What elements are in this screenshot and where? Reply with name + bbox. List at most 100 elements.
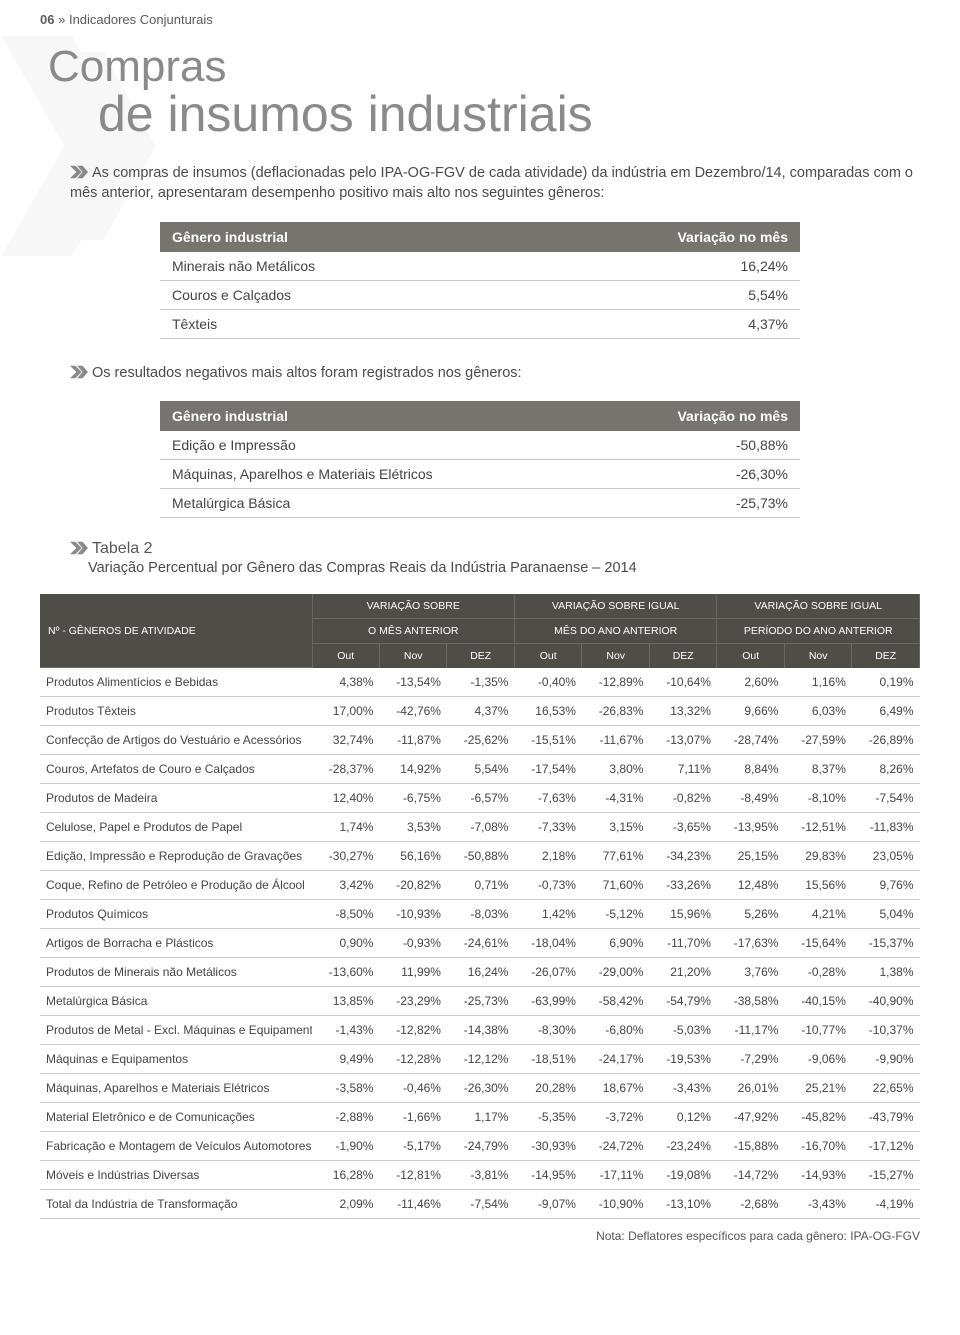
cell-value: -0,40% [514,668,581,697]
table-row: Metalúrgica Básica13,85%-23,29%-25,73%-6… [40,987,920,1016]
cell-value: -4,19% [852,1190,920,1219]
cell-value: -12,28% [379,1045,446,1074]
chevron-icon [70,365,88,379]
cell-value: -3,43% [649,1074,716,1103]
table-row: Máquinas, Aparelhos e Materiais Elétrico… [40,1074,920,1103]
cell-value: -13,95% [717,813,784,842]
cell-value: -8,30% [514,1016,581,1045]
cell-value: -13,10% [649,1190,716,1219]
cell-value: -40,15% [784,987,851,1016]
cell-value: 16,24% [447,958,515,987]
cell-value: 56,16% [379,842,446,871]
cell-value: 32,74% [312,726,379,755]
cell-value: 3,80% [582,755,649,784]
activity-name: Produtos de Metal - Excl. Máquinas e Equ… [40,1016,312,1045]
cell-value: -23,24% [649,1132,716,1161]
cell-value: -17,63% [717,929,784,958]
table-row: Edição e Impressão-50,88% [160,431,800,460]
cell-value: -18,51% [514,1045,581,1074]
cell-value: -25,62% [447,726,515,755]
cell-value: -28,37% [312,755,379,784]
cell-value: -12,89% [582,668,649,697]
cell-value: 18,67% [582,1074,649,1103]
cell-value: 7,11% [649,755,716,784]
cell-value: 12,48% [717,871,784,900]
cell-value: -1,66% [379,1103,446,1132]
cell-value: -40,90% [852,987,920,1016]
title-block: Compras de insumos industriais [40,35,920,157]
cell-value: -12,12% [447,1045,515,1074]
cell-value: -47,92% [717,1103,784,1132]
big-g2-l1: VARIAÇÃO SOBRE IGUAL [514,594,716,619]
activity-name: Edição, Impressão e Reprodução de Gravaç… [40,842,312,871]
cell-value: 13,85% [312,987,379,1016]
cell-value: -50,88% [447,842,515,871]
genre-value: -25,73% [595,488,800,517]
cell-value: -11,87% [379,726,446,755]
cell-value: -24,17% [582,1045,649,1074]
cell-value: 4,37% [447,697,515,726]
m-dez: DEZ [447,643,515,668]
activity-name: Metalúrgica Básica [40,987,312,1016]
cell-value: 20,28% [514,1074,581,1103]
table-row: Máquinas, Aparelhos e Materiais Elétrico… [160,459,800,488]
cell-value: -9,07% [514,1190,581,1219]
cell-value: -12,82% [379,1016,446,1045]
activity-name: Produtos Têxteis [40,697,312,726]
cell-value: 1,17% [447,1103,515,1132]
cell-value: -45,82% [784,1103,851,1132]
mini1-h2: Variação no mês [515,222,800,252]
cell-value: 14,92% [379,755,446,784]
cell-value: 0,71% [447,871,515,900]
cell-value: -8,49% [717,784,784,813]
genre-name: Metalúrgica Básica [160,488,595,517]
table-row: Couros, Artefatos de Couro e Calçados-28… [40,755,920,784]
cell-value: -19,08% [649,1161,716,1190]
cell-value: -42,76% [379,697,446,726]
cell-value: -15,37% [852,929,920,958]
cell-value: -15,64% [784,929,851,958]
m-nov: Nov [784,643,851,668]
cell-value: -14,95% [514,1161,581,1190]
activity-name: Máquinas e Equipamentos [40,1045,312,1074]
cell-value: -25,73% [447,987,515,1016]
cell-value: -3,72% [582,1103,649,1132]
cell-value: 71,60% [582,871,649,900]
big-g1-l2: O MÊS ANTERIOR [312,618,514,643]
cell-value: -1,35% [447,668,515,697]
cell-value: 3,53% [379,813,446,842]
activity-name: Fabricação e Montagem de Veículos Automo… [40,1132,312,1161]
table-row: Material Eletrônico e de Comunicações-2,… [40,1103,920,1132]
table-row: Confecção de Artigos do Vestuário e Aces… [40,726,920,755]
cell-value: -24,61% [447,929,515,958]
negative-genres-table: Gênero industrial Variação no mês Edição… [160,401,800,518]
cell-value: 15,96% [649,900,716,929]
activity-name: Total da Indústria de Transformação [40,1190,312,1219]
cell-value: -11,83% [852,813,920,842]
cell-value: 5,54% [447,755,515,784]
page-header: 06 » Indicadores Conjunturais [40,0,920,35]
cell-value: -63,99% [514,987,581,1016]
cell-value: 8,37% [784,755,851,784]
cell-value: -17,12% [852,1132,920,1161]
big-col0: Nº - GÊNEROS DE ATIVIDADE [40,594,312,668]
cell-value: -6,75% [379,784,446,813]
cell-value: -27,59% [784,726,851,755]
cell-value: -16,70% [784,1132,851,1161]
cell-value: -2,88% [312,1103,379,1132]
tabela-subtitle: Variação Percentual por Gênero das Compr… [40,560,920,594]
cell-value: -24,79% [447,1132,515,1161]
activity-name: Artigos de Borracha e Plásticos [40,929,312,958]
cell-value: -54,79% [649,987,716,1016]
cell-value: -10,37% [852,1016,920,1045]
cell-value: -23,29% [379,987,446,1016]
cell-value: -13,60% [312,958,379,987]
activity-name: Couros, Artefatos de Couro e Calçados [40,755,312,784]
table-row: Couros e Calçados5,54% [160,280,800,309]
cell-value: 1,38% [852,958,920,987]
cell-value: 15,56% [784,871,851,900]
mid-text: Os resultados negativos mais altos foram… [92,365,522,381]
cell-value: 9,49% [312,1045,379,1074]
table-row: Produtos de Minerais não Metálicos-13,60… [40,958,920,987]
cell-value: -0,82% [649,784,716,813]
